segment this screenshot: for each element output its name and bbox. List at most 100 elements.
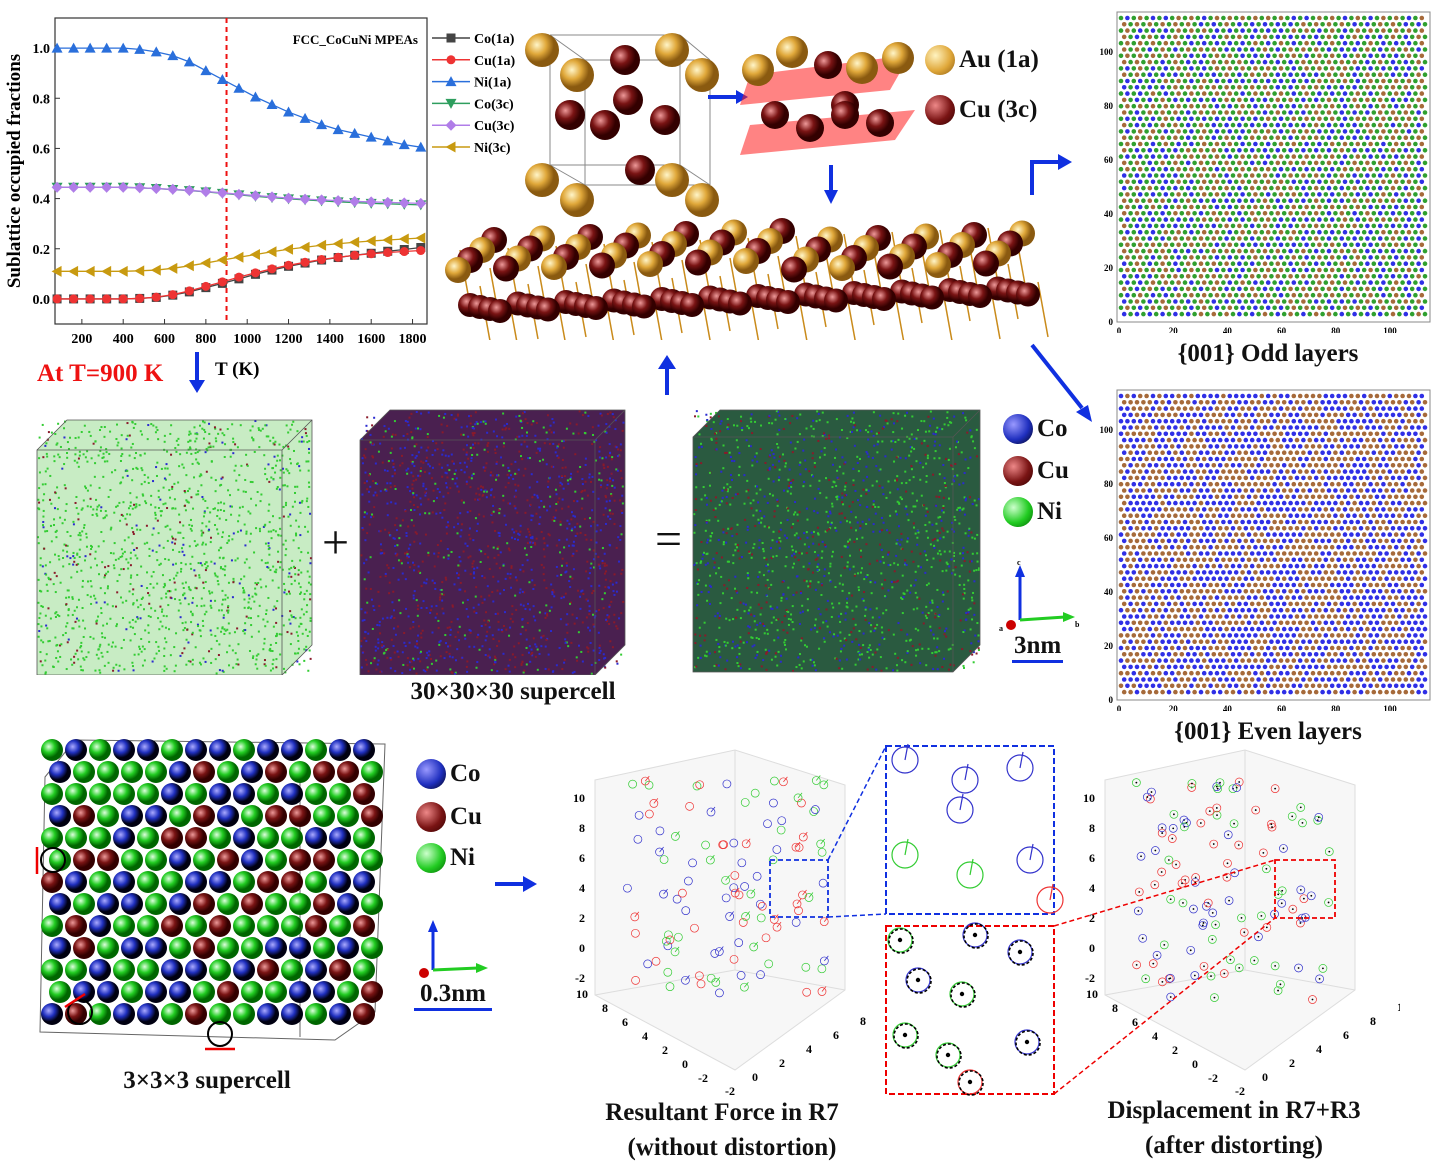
atom-dot (1323, 179, 1329, 185)
atom-dot (1361, 267, 1367, 273)
atom-dot (1163, 507, 1169, 512)
atom-dot (1281, 513, 1287, 518)
atom-dot (1361, 166, 1367, 172)
atom-dot (1125, 582, 1130, 588)
marker-diamond (316, 194, 328, 206)
atom-dot (1275, 248, 1281, 254)
atom-dot (1390, 160, 1396, 166)
atom-dot (1237, 589, 1242, 594)
atom-dot (1205, 589, 1210, 594)
atom-dot (1387, 15, 1393, 21)
atom-dot (1233, 242, 1239, 248)
atom-dot (1265, 78, 1271, 84)
atom-dot (1320, 311, 1325, 317)
atom-dot (1275, 185, 1281, 191)
atom-dot (1214, 431, 1220, 437)
atom-dot (1342, 406, 1348, 411)
atom-dot (1390, 148, 1396, 153)
atom-dot (1275, 425, 1281, 430)
atom-dot (1121, 173, 1127, 178)
atom-dot (1157, 444, 1162, 449)
atom-dot (1393, 645, 1399, 651)
atom-dot (1371, 425, 1377, 430)
atom-dot (1189, 620, 1194, 626)
atom-dot (1265, 557, 1271, 563)
atom-dot (1214, 305, 1220, 311)
atom-dot (1137, 595, 1143, 600)
atom-dot (1310, 456, 1316, 462)
atom-dot (1313, 148, 1319, 153)
atom-dot (1377, 513, 1383, 518)
atom-dot (1141, 626, 1146, 632)
atom-dot (1131, 129, 1137, 134)
atom-dot (1157, 532, 1162, 537)
marker-triangle-left (332, 238, 343, 250)
atom-dot (1160, 185, 1165, 191)
atom-dot (1157, 519, 1162, 525)
atom-dot (1147, 551, 1153, 556)
atom-dot (1121, 160, 1127, 166)
atom-dot (1240, 670, 1245, 676)
atom-dot (1320, 400, 1325, 405)
atom-dot (1326, 626, 1332, 632)
atom-dot (1150, 683, 1156, 689)
atom-dot (1128, 274, 1133, 279)
atom-dot (1147, 286, 1153, 292)
atom-dot (1237, 59, 1242, 65)
atom-dot (1125, 103, 1130, 109)
atom-dot (1419, 53, 1425, 59)
atom-dot (1259, 204, 1265, 210)
atom-dot (1131, 595, 1137, 600)
atom-dot (1176, 242, 1181, 248)
atom-dot (1182, 431, 1188, 437)
atom-dot (1413, 519, 1418, 525)
atom-dot (1208, 519, 1213, 525)
atom-dot (1195, 557, 1201, 563)
atom-dot (1272, 494, 1277, 500)
atom-dot (1214, 91, 1220, 96)
atom-dot (1237, 664, 1242, 670)
atom-dot (1118, 519, 1124, 525)
atom-dot (1361, 242, 1367, 248)
legend-label: Ni(3c) (474, 141, 511, 156)
atom-dot (1185, 34, 1191, 40)
atom-dot (1131, 406, 1137, 411)
atom-dot (1179, 160, 1185, 166)
atom-dot (1384, 475, 1389, 481)
atom-dot (1118, 633, 1124, 638)
atom-dot (1381, 469, 1386, 474)
atom-dot (1297, 292, 1303, 298)
y-tick-label: 0.0 (33, 293, 51, 308)
atom-dot (1288, 85, 1293, 90)
atom-dot (1278, 658, 1284, 663)
atom-dot (1422, 563, 1428, 569)
atom-dot (1265, 418, 1271, 424)
atom-dot (1169, 53, 1175, 59)
atom-dot (1227, 242, 1233, 248)
atom-dot (1365, 236, 1370, 241)
atom-dot (1313, 135, 1319, 140)
atom-dot (1166, 185, 1172, 191)
atom-dot (1182, 91, 1188, 96)
atom-dot (1313, 22, 1319, 27)
atom-dot (1294, 22, 1300, 27)
atom-dot (1422, 425, 1428, 430)
atom-dot (1198, 614, 1204, 619)
atom-dot (1342, 28, 1348, 33)
atom-dot (1214, 494, 1220, 500)
atom-dot (1304, 456, 1309, 462)
atom-dot (1400, 255, 1405, 260)
atom-dot (1230, 677, 1236, 682)
atom-dot (1137, 78, 1143, 84)
marker-diamond (382, 196, 394, 208)
atom-dot (1377, 72, 1383, 77)
atom-dot (1365, 185, 1370, 191)
atom-dot (1345, 110, 1351, 115)
atom-dot (1275, 97, 1281, 103)
atom-dot (1269, 110, 1274, 115)
atom-dot (1397, 223, 1402, 229)
atom-dot (1160, 513, 1165, 518)
atom-dot (1368, 217, 1373, 222)
atom-dot (1237, 450, 1242, 455)
atom-dot (1403, 475, 1409, 481)
